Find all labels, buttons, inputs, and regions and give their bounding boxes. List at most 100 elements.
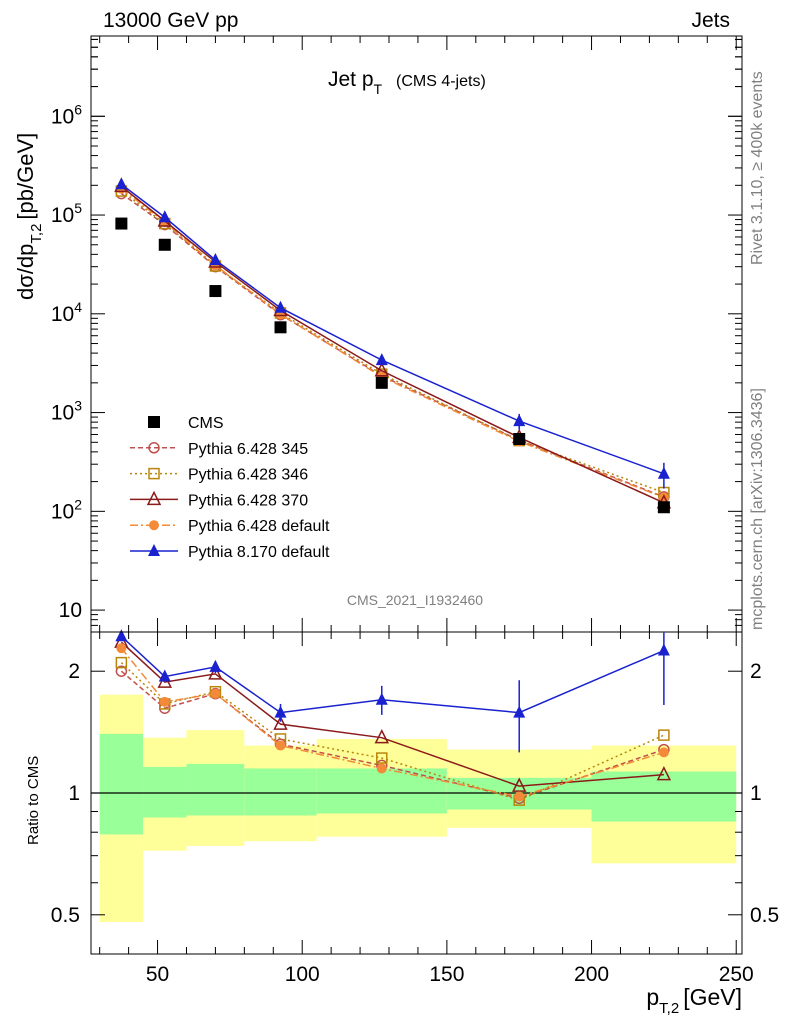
series-0	[115, 217, 670, 514]
data-point	[375, 353, 388, 366]
ratio-xtick-label: 50	[146, 963, 169, 986]
ratio-point	[115, 665, 128, 677]
main-series	[114, 177, 672, 514]
series-5	[115, 177, 670, 489]
data-point	[657, 501, 670, 514]
inner-band	[143, 766, 187, 818]
inner-band	[244, 768, 317, 816]
ratio-series-3	[116, 643, 669, 802]
legend-entry: Pythia 6.428 346	[130, 467, 308, 484]
data-point	[115, 217, 128, 230]
main-ytick-label: 106	[51, 101, 82, 128]
legend-marker	[148, 416, 160, 428]
data-point	[209, 253, 222, 266]
ratio-point	[658, 729, 670, 741]
ratio-ytick-label: 2	[68, 660, 80, 683]
data-point	[374, 362, 389, 377]
legend-label: Pythia 6.428 345	[188, 441, 308, 458]
ratio-point	[116, 643, 127, 654]
legend-marker	[149, 520, 159, 531]
ratio-point	[274, 705, 287, 718]
ratio-point	[513, 705, 526, 718]
legend-entry: Pythia 6.428 345	[130, 441, 308, 458]
side-mcplots: mcplots.cern.ch [arXiv:1306.3436]	[749, 388, 766, 630]
ratio-point	[376, 763, 387, 774]
ratio-point	[158, 669, 171, 682]
header-energy: 13000 GeV pp	[103, 9, 238, 32]
ratio-xtick-label: 150	[429, 963, 464, 986]
data-point	[513, 414, 526, 427]
plot-title: Jet pT	[328, 68, 383, 97]
data-point	[274, 300, 287, 313]
main-ytick-label: 103	[51, 398, 82, 425]
data-point	[158, 210, 171, 223]
ratio-point	[656, 765, 672, 781]
main-ytick-label: 10	[59, 599, 82, 622]
legend-label: Pythia 6.428 370	[188, 492, 308, 509]
data-point	[209, 285, 222, 298]
series-3	[114, 177, 672, 509]
ratio-point	[115, 629, 128, 642]
data-point	[115, 177, 128, 190]
ratio-ytick-label-right: 1	[750, 782, 762, 805]
legend-marker	[148, 467, 160, 480]
main-panel: 10 102 103 104 105 106 Jet pT (CMS 4-jets) CM…	[13, 35, 743, 633]
analysis-id: CMS_2021_I1932460	[347, 592, 483, 608]
inner-band	[186, 763, 245, 816]
data-point	[657, 466, 670, 479]
ratio-ylabel: Ratio to CMS	[25, 756, 42, 845]
legend-entry: CMS	[148, 415, 224, 432]
ratio-point	[658, 747, 669, 758]
data-point	[375, 376, 388, 389]
ratio-point	[115, 656, 128, 669]
ratio-axis-ticks: 0.5 0.51 12 250 100 150 200 250	[51, 632, 779, 986]
ratio-point	[514, 791, 525, 802]
ratio-line	[120, 635, 665, 714]
legend-entry: Pythia 6.428 default	[130, 518, 330, 535]
ratio-point	[273, 715, 288, 730]
ratio-point	[374, 729, 389, 744]
ratio-ytick-label: 0.5	[51, 904, 80, 927]
ratio-point	[159, 696, 170, 707]
ratio-xtick-label: 100	[285, 963, 320, 986]
main-ytick-label: 102	[51, 496, 82, 523]
header-category: Jets	[691, 9, 730, 32]
legend-entry: Pythia 8.170 default	[130, 544, 330, 561]
legend-label: Pythia 8.170 default	[188, 544, 330, 561]
main-ylabel: dσ/dpT,2[pb/GeV]	[13, 133, 45, 300]
legend-label: CMS	[188, 415, 224, 432]
legend-marker	[148, 442, 160, 454]
legend-marker	[146, 490, 162, 506]
inner-band	[99, 733, 144, 835]
ratio-point	[511, 777, 527, 792]
ratio-point	[208, 665, 223, 680]
plot-title-extra: (CMS 4-jets)	[396, 73, 486, 90]
ratio-frame	[90, 631, 743, 955]
ratio-ytick-label-right: 2	[750, 660, 762, 683]
main-ytick-label: 105	[51, 200, 82, 227]
ratio-bands	[91, 694, 742, 922]
legend-marker	[148, 544, 160, 556]
ratio-ytick-label-right: 0.5	[750, 904, 779, 927]
ratio-line	[120, 641, 664, 787]
legend: CMS Pythia 6.428 345 Pythia 6.428 346 Pythi…	[130, 415, 330, 561]
ratio-point	[210, 688, 221, 699]
legend-label: Pythia 6.428 default	[188, 518, 330, 535]
data-point	[274, 321, 287, 334]
ratio-series-4	[115, 629, 670, 753]
legend-label: Pythia 6.428 346	[188, 467, 308, 484]
ratio-point	[275, 740, 286, 751]
main-axis-ticks: 10 102 103 104 105 106	[51, 36, 742, 633]
ratio-xtick-label: 200	[574, 963, 609, 986]
ratio-point	[376, 752, 388, 764]
main-frame	[90, 35, 743, 633]
ratio-point	[657, 643, 670, 656]
data-point	[158, 238, 171, 251]
ratio-ytick-label: 1	[68, 782, 80, 805]
inner-band	[316, 768, 447, 814]
x-axis-label: pT,2 [GeV]	[646, 984, 742, 1017]
side-rivet: Rivet 3.1.10, ≥ 400k events	[749, 71, 766, 265]
ratio-point	[375, 692, 388, 705]
main-ytick-label: 104	[51, 299, 82, 326]
